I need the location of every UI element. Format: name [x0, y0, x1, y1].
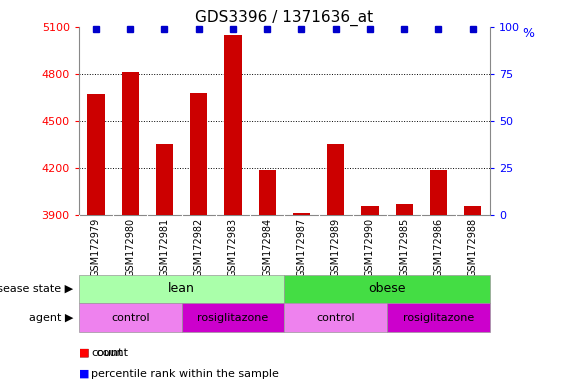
Bar: [293, 214, 310, 215]
Bar: [79, 303, 181, 332]
Text: ■: ■: [79, 348, 90, 358]
Text: agent ▶: agent ▶: [29, 313, 73, 323]
Text: ■: ■: [79, 369, 90, 379]
Text: control: control: [316, 313, 355, 323]
Bar: [122, 72, 138, 215]
Bar: [464, 206, 481, 215]
Bar: [284, 303, 387, 332]
Text: rosiglitazone: rosiglitazone: [197, 313, 269, 323]
Text: GSM172986: GSM172986: [434, 218, 444, 277]
Text: GSM172983: GSM172983: [228, 218, 238, 277]
Text: count: count: [91, 348, 123, 358]
Text: lean: lean: [168, 283, 195, 295]
Text: disease state ▶: disease state ▶: [0, 284, 73, 294]
Text: rosiglitazone: rosiglitazone: [403, 313, 474, 323]
Bar: [79, 275, 284, 303]
Bar: [87, 94, 105, 215]
Text: %: %: [522, 27, 535, 40]
Text: GSM172981: GSM172981: [159, 218, 169, 277]
Bar: [430, 170, 447, 215]
Text: control: control: [111, 313, 150, 323]
Bar: [361, 206, 378, 215]
Title: GDS3396 / 1371636_at: GDS3396 / 1371636_at: [195, 9, 373, 25]
Text: GSM172982: GSM172982: [194, 218, 204, 277]
Text: ■  count: ■ count: [79, 348, 128, 358]
Text: GSM172988: GSM172988: [468, 218, 477, 277]
Text: percentile rank within the sample: percentile rank within the sample: [91, 369, 279, 379]
Bar: [190, 93, 207, 215]
Text: GSM172980: GSM172980: [125, 218, 135, 277]
Text: GSM172990: GSM172990: [365, 218, 375, 277]
Text: GSM172985: GSM172985: [399, 218, 409, 277]
Text: GSM172984: GSM172984: [262, 218, 272, 277]
Text: GSM172987: GSM172987: [297, 218, 306, 277]
Text: GSM172989: GSM172989: [330, 218, 341, 277]
Bar: [284, 275, 490, 303]
Bar: [327, 144, 344, 215]
Bar: [387, 303, 490, 332]
Bar: [396, 204, 413, 215]
Bar: [181, 303, 284, 332]
Bar: [156, 144, 173, 215]
Text: GSM172979: GSM172979: [91, 218, 101, 277]
Bar: [258, 170, 276, 215]
Bar: [225, 35, 242, 215]
Text: obese: obese: [368, 283, 406, 295]
